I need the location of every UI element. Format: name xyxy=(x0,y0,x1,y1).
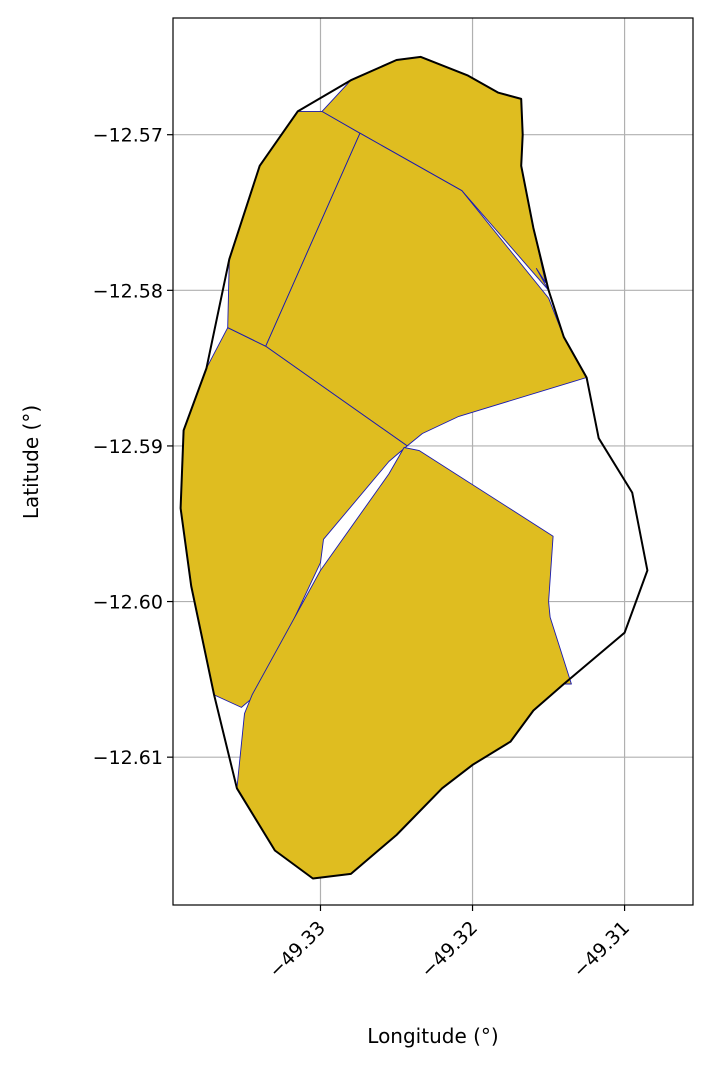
y-tick-label: −12.59 xyxy=(93,436,163,458)
outer-boundary xyxy=(179,55,649,880)
y-tick-label: −12.60 xyxy=(93,592,163,614)
boundary-outline xyxy=(179,55,649,880)
x-axis-label: Longitude (°) xyxy=(367,1024,498,1048)
y-tick-label: −12.57 xyxy=(93,125,163,147)
plot-frame xyxy=(172,17,694,906)
y-tick-label: −12.61 xyxy=(93,747,163,769)
y-tick-label: −12.58 xyxy=(93,280,163,302)
parcel-polygons xyxy=(180,56,588,879)
y-axis-label: Latitude (°) xyxy=(19,405,43,519)
